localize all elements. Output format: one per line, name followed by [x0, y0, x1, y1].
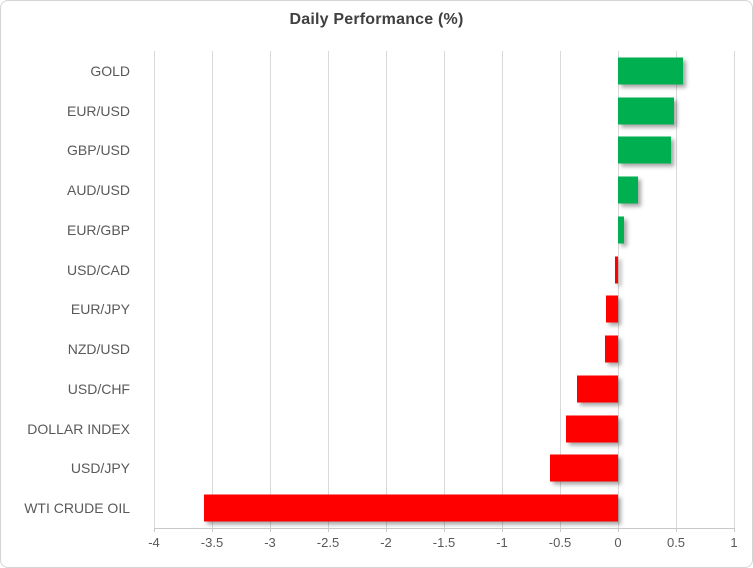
bar-row	[154, 290, 734, 330]
gridline	[560, 51, 561, 528]
bar-row	[154, 91, 734, 131]
category-label-aud-usd: AUD/USD	[66, 182, 130, 199]
chart-title: Daily Performance (%)	[289, 11, 464, 28]
x-tick-label: -1	[496, 535, 508, 550]
bar-eur-usd	[618, 97, 674, 125]
category-label-eur-usd: EUR/USD	[66, 102, 130, 119]
gridline	[502, 51, 503, 528]
category-label-dollar-index: DOLLAR INDEX	[27, 420, 130, 437]
bar-usd-jpy	[549, 454, 618, 482]
tick-mark	[618, 528, 619, 532]
bar-row	[154, 329, 734, 369]
bar-row	[154, 488, 734, 528]
bar-usd-chf	[577, 375, 618, 403]
x-tick-label: -0.5	[548, 535, 572, 550]
category-label-usd-cad: USD/CAD	[66, 261, 130, 278]
x-tick-label: -1.5	[432, 535, 456, 550]
x-tick-label: 0	[614, 535, 622, 550]
tick-mark	[444, 528, 445, 532]
gridline	[734, 51, 735, 528]
category-label-gold: GOLD	[90, 62, 130, 79]
category-label-eur-gbp: EUR/GBP	[66, 221, 130, 238]
bar-aud-usd	[618, 176, 638, 204]
x-tick-label: -2	[380, 535, 392, 550]
category-axis: GOLD EUR/USD GBP/USD AUD/USD EUR/GBP USD/CAD E…	[1, 51, 142, 528]
gridline	[328, 51, 329, 528]
tick-mark	[212, 528, 213, 532]
gridline	[618, 51, 619, 528]
bar-row	[154, 369, 734, 409]
x-tick-label: 0.5	[666, 535, 686, 550]
bar-eur-gbp	[618, 216, 624, 244]
bar-dollar-index	[565, 415, 618, 443]
category-label-wti-crude-oil: WTI CRUDE OIL	[24, 500, 130, 517]
x-tick-label: -3.5	[200, 535, 224, 550]
category-label-gbp-usd: GBP/USD	[66, 142, 130, 159]
value-axis: -4 -3.5 -3 -2.5 -2 -1.5 -1 -0.5 0 0.5 1	[148, 535, 738, 555]
bar-usd-cad	[614, 256, 618, 284]
bar-row	[154, 51, 734, 91]
gridline	[212, 51, 213, 528]
category-label-usd-jpy: USD/JPY	[70, 460, 130, 477]
x-tick-label: -2.5	[316, 535, 340, 550]
bar-row	[154, 170, 734, 210]
category-label-usd-chf: USD/CHF	[67, 380, 130, 397]
bar-row	[154, 449, 734, 489]
tick-mark	[560, 528, 561, 532]
bar-gbp-usd	[618, 136, 672, 164]
bar-nzd-usd	[605, 335, 618, 363]
bar-row	[154, 210, 734, 250]
tick-mark	[154, 528, 155, 532]
gridline	[676, 51, 677, 528]
bar-gold	[618, 57, 683, 85]
bar-rows	[154, 51, 734, 528]
category-label-eur-jpy: EUR/JPY	[70, 301, 130, 318]
category-label-nzd-usd: NZD/USD	[67, 341, 130, 358]
x-tick-label: 1	[730, 535, 738, 550]
bar-row	[154, 409, 734, 449]
tick-mark	[676, 528, 677, 532]
x-tick-label: -3	[264, 535, 276, 550]
plot-area	[154, 51, 735, 532]
gridline	[386, 51, 387, 528]
bar-row	[154, 250, 734, 290]
bar-row	[154, 131, 734, 171]
x-tick-label: -4	[148, 535, 160, 550]
gridline	[444, 51, 445, 528]
tick-mark	[328, 528, 329, 532]
bar-eur-jpy	[606, 295, 618, 323]
tick-mark	[270, 528, 271, 532]
tick-mark	[502, 528, 503, 532]
gridline	[270, 51, 271, 528]
tick-mark	[386, 528, 387, 532]
bar-wti-crude-oil	[203, 494, 618, 522]
gridline	[154, 51, 155, 528]
tick-mark	[734, 528, 735, 532]
